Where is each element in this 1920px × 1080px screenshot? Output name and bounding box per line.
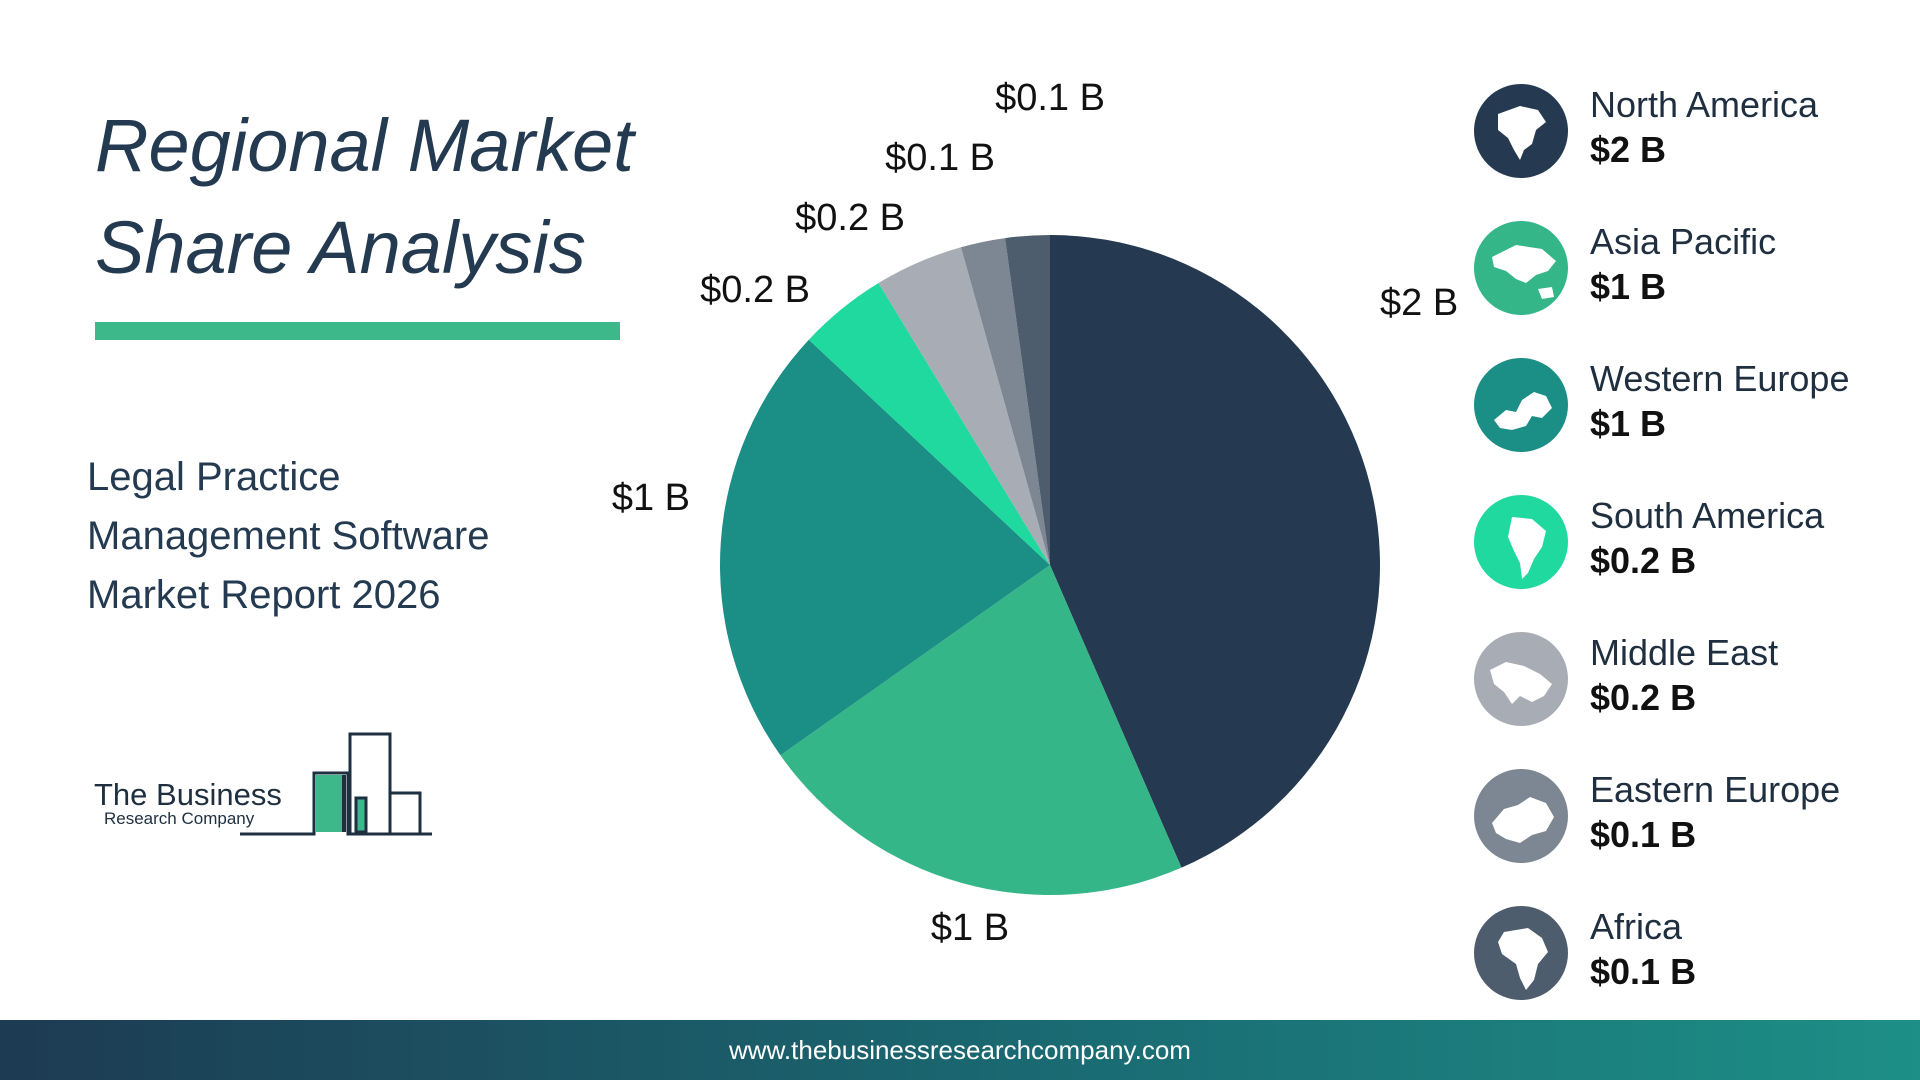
- data-label-western-europe: $1 B: [612, 477, 690, 519]
- legend-item-middle-east: Middle East $0.2 B: [1474, 632, 1914, 732]
- title-underline-bar: [95, 322, 620, 340]
- data-label-africa: $0.1 B: [995, 77, 1105, 119]
- eastern-europe-map-icon: [1474, 769, 1568, 863]
- legend-name: Africa: [1590, 906, 1683, 947]
- legend-name: Middle East: [1590, 632, 1779, 673]
- title-line-2: Share Analysis: [95, 206, 586, 289]
- legend-item-africa: Africa $0.1 B: [1474, 906, 1914, 1006]
- legend-value: $2 B: [1590, 129, 1667, 170]
- subtitle-line-2: Management Software: [87, 514, 490, 558]
- legend-name: Asia Pacific: [1590, 221, 1777, 262]
- middle-east-map-icon: [1474, 632, 1568, 726]
- data-label-south-america: $0.2 B: [700, 269, 810, 311]
- legend-value: $0.1 B: [1590, 814, 1697, 855]
- data-label-middle-east: $0.2 B: [795, 197, 905, 239]
- footer-bar: www.thebusinessresearchcompany.com: [0, 1020, 1920, 1080]
- legend-name: South America: [1590, 495, 1825, 536]
- subtitle-line-1: Legal Practice: [87, 455, 341, 499]
- legend-name: Western Europe: [1590, 358, 1850, 399]
- regional-share-pie-chart: $2 B $1 B $1 B $0.2 B $0.2 B $0.1 B$0.1 B: [612, 77, 1458, 949]
- pie-slice-north-america: [1050, 235, 1380, 868]
- legend-item-eastern-europe: Eastern Europe $0.1 B: [1474, 769, 1914, 869]
- legend-value: $0.1 B: [1590, 951, 1697, 992]
- legend-name: Eastern Europe: [1590, 769, 1841, 810]
- western-europe-map-icon: [1474, 358, 1568, 452]
- africa-map-icon: [1474, 906, 1568, 1000]
- pie-slice-eastern-europe: [960, 238, 1050, 565]
- asia-pacific-map-icon: [1474, 221, 1568, 315]
- legend-value: $1 B: [1590, 403, 1667, 444]
- south-america-map-icon: [1474, 495, 1568, 589]
- north-america-map-icon: [1474, 84, 1568, 178]
- logo-text-line-2: Research Company: [104, 809, 255, 828]
- pie-labels-group: $2 B $1 B $1 B $0.2 B $0.2 B $0.1 B$0.1 B: [612, 77, 1458, 949]
- data-label-eastern-europe: $0.1 B: [885, 137, 995, 179]
- company-logo: The Business Research Company: [90, 730, 450, 840]
- footer-url[interactable]: www.thebusinessresearchcompany.com: [729, 1035, 1191, 1065]
- pie-slice-south-america: [808, 283, 1050, 565]
- data-label-north-america: $2 B: [1380, 282, 1458, 324]
- report-subtitle: Legal Practice Management Software Marke…: [87, 448, 607, 625]
- data-label-asia-pacific: $1 B: [931, 907, 1009, 949]
- legend-value: $0.2 B: [1590, 677, 1697, 718]
- legend-value: $0.2 B: [1590, 540, 1697, 581]
- legend-item-asia-pacific: Asia Pacific $1 B: [1474, 221, 1914, 321]
- pie-slices-group: [720, 235, 1380, 895]
- logo-text-line-1: The Business: [94, 777, 282, 812]
- pie-slice-africa: [1005, 235, 1050, 565]
- legend-value: $1 B: [1590, 266, 1667, 307]
- page-title: Regional Market Share Analysis: [95, 95, 655, 299]
- legend-item-western-europe: Western Europe $1 B: [1474, 358, 1914, 458]
- subtitle-line-3: Market Report 2026: [87, 573, 441, 617]
- legend-item-south-america: South America $0.2 B: [1474, 495, 1914, 595]
- logo-bars-icon: [240, 732, 432, 836]
- legend-item-north-america: North America $2 B: [1474, 84, 1914, 184]
- pie-slice-middle-east: [878, 247, 1050, 565]
- pie-slice-asia-pacific: [780, 565, 1182, 895]
- title-line-1: Regional Market: [95, 104, 634, 187]
- legend-name: North America: [1590, 84, 1819, 125]
- pie-slice-western-europe: [720, 339, 1050, 756]
